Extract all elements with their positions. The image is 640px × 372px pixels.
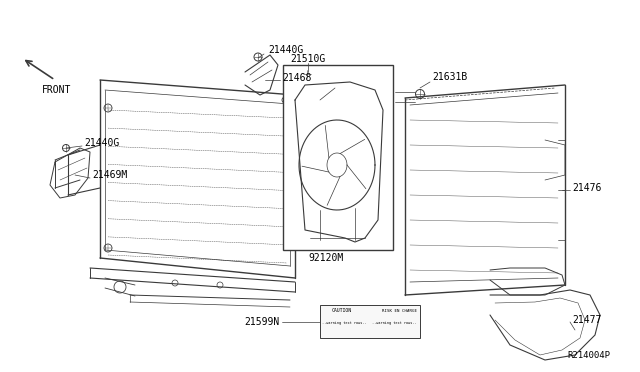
- Text: ..warning text rows..: ..warning text rows..: [372, 321, 417, 325]
- Bar: [283, 65, 393, 250]
- Text: 21599N: 21599N: [244, 317, 280, 327]
- Text: 21468: 21468: [282, 73, 312, 83]
- Bar: [320, 305, 420, 338]
- Text: 21510G: 21510G: [290, 54, 325, 64]
- Text: 21440G: 21440G: [268, 45, 303, 55]
- Text: FRONT: FRONT: [42, 85, 72, 95]
- Text: RISK EN CHARGE: RISK EN CHARGE: [382, 309, 417, 313]
- Text: 92120M: 92120M: [308, 253, 343, 263]
- Text: R214004P: R214004P: [567, 350, 610, 359]
- Text: 21476: 21476: [572, 183, 602, 193]
- Text: 21469M: 21469M: [92, 170, 127, 180]
- Text: CAUTION: CAUTION: [332, 308, 352, 314]
- Text: ..warning text rows..: ..warning text rows..: [322, 321, 367, 325]
- Text: 21440G: 21440G: [84, 138, 119, 148]
- Text: 21477: 21477: [572, 315, 602, 325]
- Text: 21631B: 21631B: [432, 72, 467, 82]
